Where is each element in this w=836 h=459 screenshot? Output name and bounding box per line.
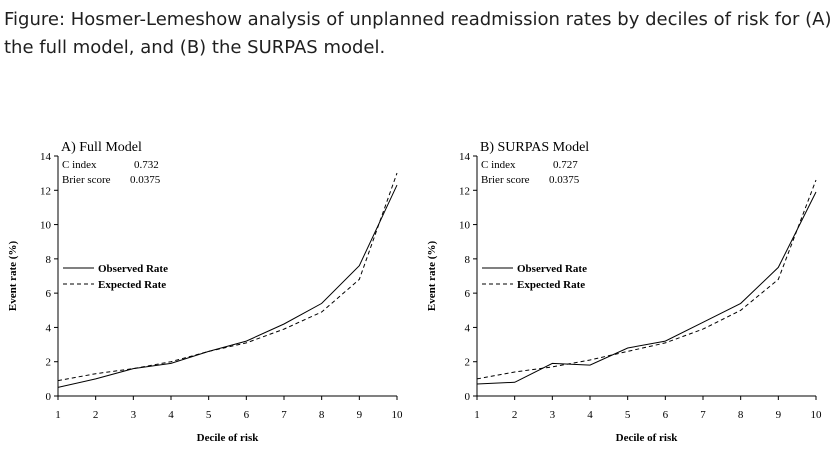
expected-rate-line [476, 179, 817, 380]
stat-value: 0.0375 [130, 174, 161, 186]
x-tick-label: 7 [700, 409, 706, 421]
x-tick-label: 5 [206, 409, 212, 421]
y-tick-label: 2 [46, 357, 52, 369]
y-tick-label: 0 [465, 391, 471, 403]
legend-label: Expected Rate [98, 279, 166, 291]
y-tick-label: 8 [46, 254, 52, 266]
x-tick-label: 9 [357, 409, 363, 421]
stat-value: 0.727 [553, 159, 578, 171]
figure-caption: Figure: Hosmer-Lemeshow analysis of unpl… [4, 9, 832, 58]
x-tick-label: 9 [776, 409, 782, 421]
x-tick-label: 6 [244, 409, 250, 421]
x-tick-label: 4 [587, 409, 593, 421]
expected-rate-line [57, 172, 398, 382]
stat-label: Brier score [481, 174, 530, 186]
y-tick-label: 12 [459, 185, 470, 197]
y-tick-label: 4 [465, 322, 471, 334]
y-tick-label: 2 [465, 357, 471, 369]
y-tick-label: 6 [46, 288, 52, 300]
x-tick-label: 7 [281, 409, 287, 421]
y-tick-label: 4 [46, 322, 52, 334]
stat-label: Brier score [62, 174, 111, 186]
y-tick-label: 8 [465, 254, 471, 266]
y-axis-title: Event rate (%) [426, 241, 438, 312]
y-tick-label: 10 [40, 220, 52, 232]
y-tick-label: 6 [465, 288, 471, 300]
x-tick-label: 10 [811, 409, 823, 421]
stat-label: C index [62, 159, 97, 171]
stat-value: 0.0375 [549, 174, 580, 186]
x-tick-label: 8 [738, 409, 744, 421]
x-tick-label: 3 [550, 409, 556, 421]
x-axis-title: Decile of risk [616, 432, 679, 444]
x-tick-label: 1 [474, 409, 480, 421]
y-tick-label: 14 [459, 151, 471, 163]
x-tick-label: 2 [512, 409, 518, 421]
legend-label: Observed Rate [517, 263, 587, 275]
stat-value: 0.732 [134, 159, 159, 171]
y-tick-label: 14 [40, 151, 52, 163]
x-tick-label: 6 [663, 409, 669, 421]
legend-label: Observed Rate [98, 263, 168, 275]
x-tick-label: 3 [131, 409, 137, 421]
x-tick-label: 5 [625, 409, 631, 421]
x-tick-label: 2 [93, 409, 99, 421]
observed-rate-line [476, 191, 817, 385]
x-axis-title: Decile of risk [197, 432, 260, 444]
x-tick-label: 4 [168, 409, 174, 421]
y-tick-label: 12 [40, 185, 51, 197]
y-tick-label: 10 [459, 220, 471, 232]
observed-rate-line [57, 184, 398, 388]
panel-title: A) Full Model [61, 140, 142, 155]
x-tick-label: 8 [319, 409, 325, 421]
y-axis-title: Event rate (%) [7, 241, 19, 312]
x-tick-label: 10 [392, 409, 404, 421]
panel-title: B) SURPAS Model [480, 140, 589, 155]
stat-label: C index [481, 159, 516, 171]
y-tick-label: 0 [46, 391, 52, 403]
x-tick-label: 1 [55, 409, 61, 421]
legend-label: Expected Rate [517, 279, 585, 291]
